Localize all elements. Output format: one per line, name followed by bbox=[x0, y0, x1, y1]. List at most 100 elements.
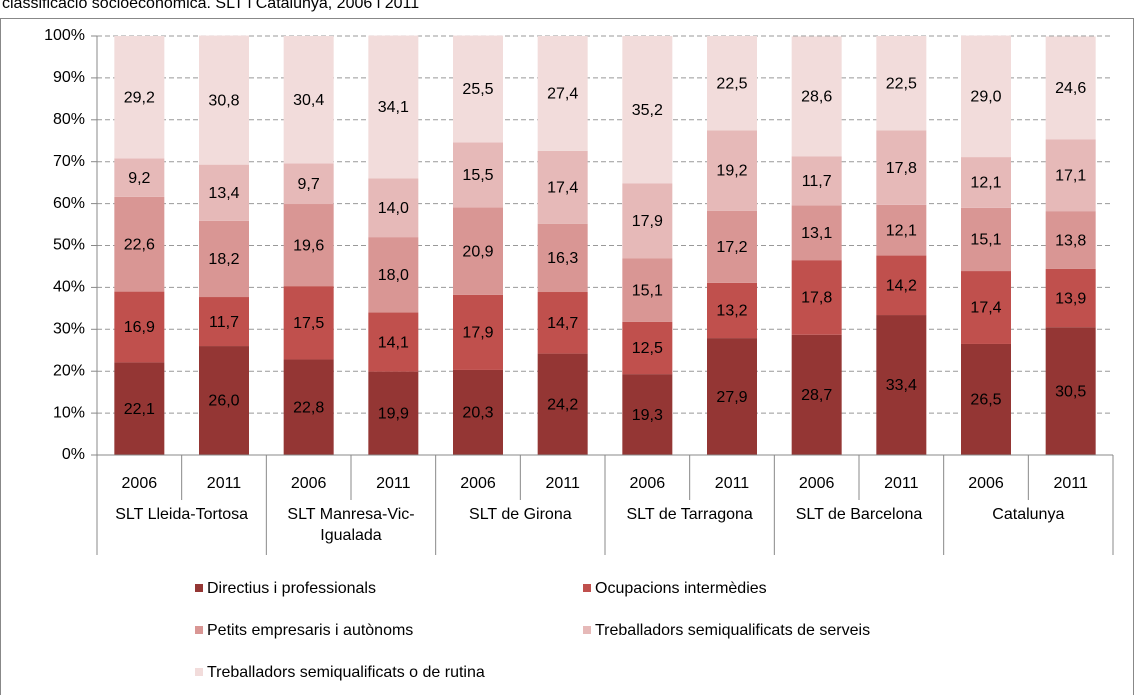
value-label: 18,0 bbox=[378, 267, 409, 284]
bar-segment bbox=[199, 297, 249, 347]
group-label: SLT de Girona bbox=[469, 506, 572, 523]
bar-segment bbox=[453, 142, 503, 208]
value-label: 17,9 bbox=[632, 213, 663, 230]
value-label: 30,8 bbox=[208, 92, 239, 109]
bar-segment bbox=[791, 205, 842, 261]
y-tick-label: 80% bbox=[53, 111, 85, 128]
value-label: 14,0 bbox=[378, 200, 409, 217]
value-label: 12,1 bbox=[886, 222, 917, 239]
bar-segment bbox=[791, 36, 842, 157]
bar-segment bbox=[114, 362, 165, 455]
x-tick-label: 2006 bbox=[460, 475, 496, 492]
group-label: Catalunya bbox=[992, 506, 1065, 523]
x-tick-label: 2011 bbox=[376, 475, 411, 492]
bar-segment bbox=[453, 294, 503, 370]
y-tick-label: 60% bbox=[53, 195, 85, 212]
value-label: 29,0 bbox=[970, 89, 1001, 106]
value-label: 15,5 bbox=[462, 167, 493, 184]
bar-segment bbox=[1045, 327, 1096, 455]
value-label: 17,1 bbox=[1055, 168, 1086, 185]
bar-segment bbox=[114, 196, 165, 292]
bar-segment bbox=[453, 35, 503, 143]
y-tick-label: 50% bbox=[53, 237, 85, 254]
value-label: 25,5 bbox=[462, 81, 493, 98]
bar-segment bbox=[622, 36, 673, 184]
bar-segment bbox=[283, 359, 334, 455]
bar-segment bbox=[368, 371, 419, 455]
value-label: 28,6 bbox=[801, 89, 832, 106]
value-label: 30,4 bbox=[293, 92, 324, 109]
bar-segment bbox=[961, 271, 1011, 344]
bar-segment bbox=[791, 156, 842, 206]
value-label: 22,5 bbox=[886, 75, 917, 92]
x-tick-label: 2006 bbox=[122, 475, 158, 492]
bar-segment bbox=[707, 282, 757, 339]
chart-title: classificació socioeconòmica. SLT i Cata… bbox=[2, 0, 419, 12]
value-label: 17,9 bbox=[462, 325, 493, 342]
value-label: 17,8 bbox=[886, 160, 917, 177]
bar-segment bbox=[622, 258, 673, 322]
bar-segment bbox=[368, 312, 419, 372]
group-label: SLT de Tarragona bbox=[626, 506, 753, 523]
bar-segment bbox=[791, 334, 842, 455]
bar-segment bbox=[622, 321, 673, 375]
value-label: 13,2 bbox=[716, 303, 747, 320]
value-label: 9,2 bbox=[128, 170, 150, 187]
legend-label: Treballadors semiqualificats de serveis bbox=[595, 622, 870, 639]
bar-segment bbox=[622, 183, 673, 259]
value-label: 22,8 bbox=[293, 399, 324, 416]
value-label: 13,4 bbox=[208, 185, 239, 202]
bar-segment bbox=[368, 237, 419, 313]
x-tick-label: 2011 bbox=[545, 475, 580, 492]
value-label: 12,1 bbox=[970, 175, 1001, 192]
value-label: 20,9 bbox=[462, 243, 493, 260]
value-label: 29,2 bbox=[124, 89, 155, 106]
value-label: 33,4 bbox=[886, 377, 917, 394]
bar-segment bbox=[283, 286, 334, 360]
value-label: 18,2 bbox=[208, 251, 239, 268]
value-label: 28,7 bbox=[801, 387, 832, 404]
value-label: 11,7 bbox=[802, 173, 832, 190]
value-label: 15,1 bbox=[632, 282, 663, 299]
bar-segment bbox=[537, 292, 588, 354]
bar-segment bbox=[1045, 36, 1096, 140]
value-label: 22,5 bbox=[716, 75, 747, 92]
value-label: 11,7 bbox=[209, 314, 239, 331]
bar-segment bbox=[368, 35, 419, 179]
bar-segment bbox=[453, 369, 503, 455]
bar-segment bbox=[114, 36, 165, 159]
bar-segment bbox=[961, 343, 1011, 455]
y-tick-label: 100% bbox=[44, 27, 85, 44]
legend-label: Directius i professionals bbox=[207, 580, 376, 597]
value-label: 22,1 bbox=[124, 401, 155, 418]
value-label: 14,1 bbox=[378, 334, 409, 351]
value-label: 14,7 bbox=[547, 315, 578, 332]
bar-segment bbox=[537, 353, 588, 455]
value-label: 9,7 bbox=[298, 176, 320, 193]
value-label: 14,2 bbox=[886, 278, 917, 295]
legend-label: Treballadors semiqualificats o de rutina bbox=[207, 664, 485, 681]
bar-segment bbox=[876, 130, 927, 205]
bar-segment bbox=[537, 223, 588, 293]
bar-segment bbox=[622, 374, 673, 455]
value-label: 15,1 bbox=[970, 232, 1001, 249]
y-tick-label: 30% bbox=[53, 321, 85, 338]
bar-segment bbox=[199, 220, 249, 298]
y-tick-label: 10% bbox=[53, 404, 85, 421]
bar-segment bbox=[537, 150, 588, 224]
bar-segment bbox=[961, 157, 1011, 208]
value-label: 19,6 bbox=[293, 237, 324, 254]
y-tick-label: 70% bbox=[53, 153, 85, 170]
bar-segment bbox=[707, 36, 757, 131]
bar-segment bbox=[961, 35, 1011, 158]
value-label: 30,5 bbox=[1055, 383, 1086, 400]
x-tick-label: 2006 bbox=[968, 475, 1004, 492]
value-label: 19,2 bbox=[716, 163, 747, 180]
bar-segment bbox=[368, 178, 419, 238]
y-tick-label: 40% bbox=[53, 279, 85, 296]
x-tick-label: 2006 bbox=[630, 475, 666, 492]
bar-segment bbox=[1045, 268, 1096, 328]
legend-swatch bbox=[583, 626, 591, 634]
